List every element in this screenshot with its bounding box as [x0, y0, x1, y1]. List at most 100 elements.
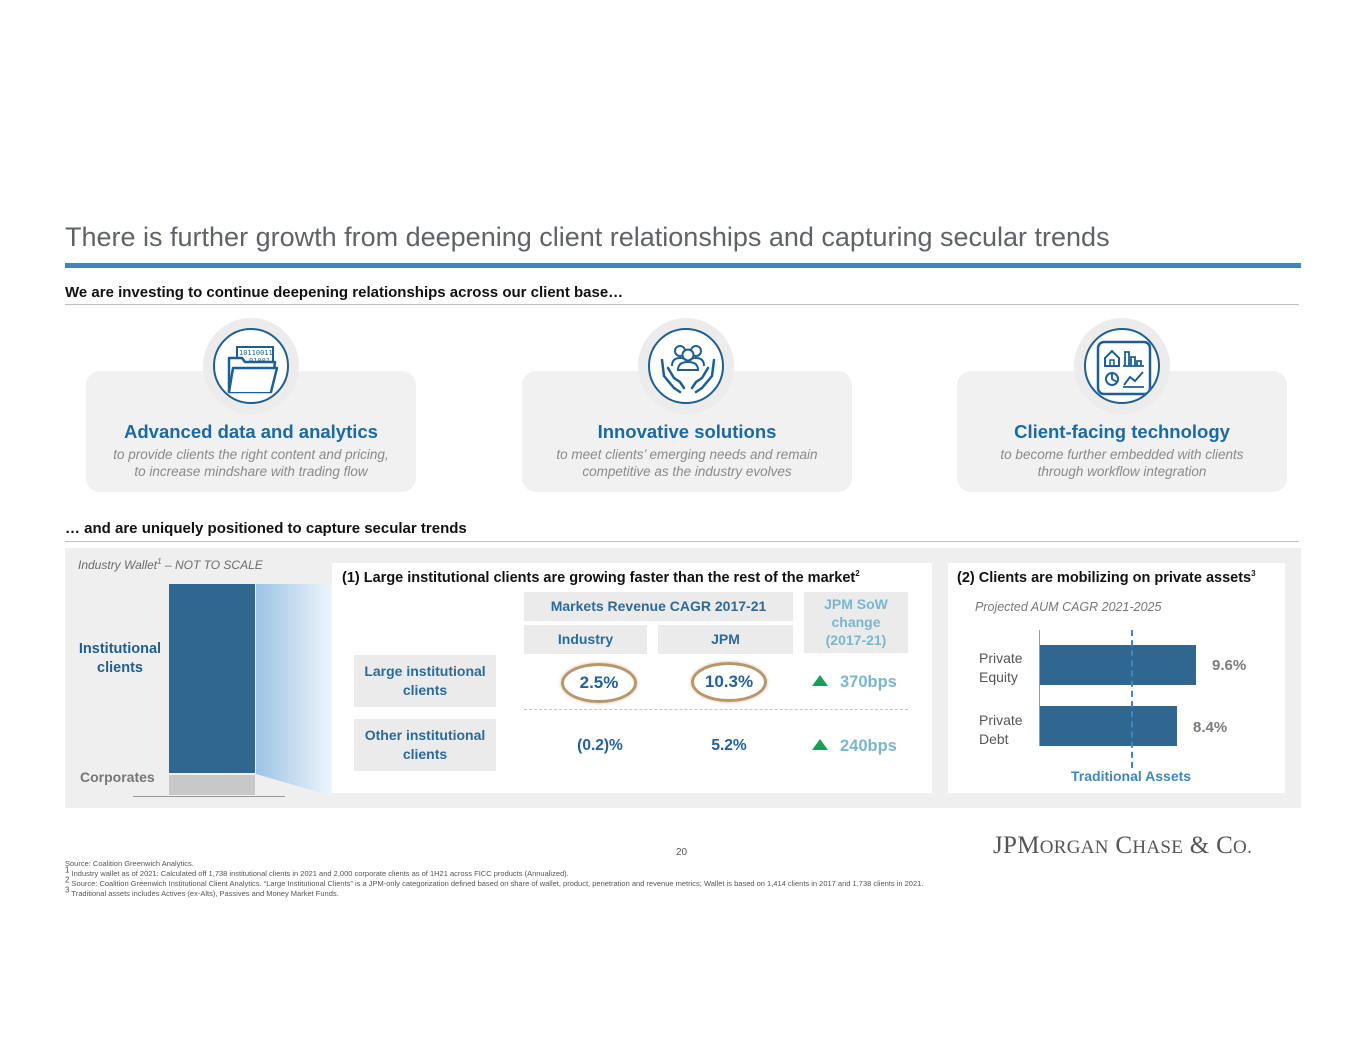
wallet-label-main: Industry Wallet [78, 558, 158, 572]
footnote-marker: 1 [65, 865, 70, 875]
value-large-sow: 370bps [840, 673, 897, 691]
bar-private-debt [1040, 706, 1177, 746]
card-title-innovative-solutions: Innovative solutions [597, 421, 777, 442]
pa-label-line: Private [979, 712, 1023, 728]
header-industry: Industry [524, 625, 647, 654]
pa-label-line: Equity [979, 669, 1018, 685]
page-number: 20 [676, 847, 688, 858]
section-divider [65, 541, 1299, 542]
private-assets-title-text: (2) Clients are mobilizing on private as… [957, 570, 1252, 586]
card-desc-line: to meet clients’ emerging needs and rema… [556, 447, 818, 462]
footnote-marker: 1 [157, 557, 162, 566]
header-jpm: JPM [658, 625, 793, 654]
industry-wallet-label: Industry Wallet1 – NOT TO SCALE [78, 557, 263, 573]
up-arrow-icon [812, 739, 828, 750]
label-private-debt: Private Debt [979, 711, 1023, 749]
footnote-text: Traditional assets includes Actives (ex-… [69, 889, 339, 898]
footnote-3: 3 Traditional assets includes Actives (e… [65, 885, 339, 898]
value-other-jpm: 5.2% [711, 737, 747, 754]
value-other-industry: (0.2)% [577, 737, 623, 754]
header-jpm-sow-change: JPM SoW change (2017-21) [804, 592, 908, 653]
binary-line-1: 10110011 [239, 349, 273, 357]
logo-part: M [1017, 832, 1040, 859]
sow-header-line: (2017-21) [825, 632, 887, 648]
data-folder-icon: 10110011 01001 [213, 328, 289, 404]
sow-header-line: change [831, 614, 881, 630]
logo-part: JP [993, 832, 1018, 859]
up-arrow-icon [812, 675, 828, 686]
corporates-wallet-bar [169, 775, 255, 795]
value-private-debt: 8.4% [1193, 719, 1228, 736]
highlight-oval [691, 662, 767, 702]
card-desc-line: to provide clients the right content and… [113, 447, 389, 462]
cagr-table-title: (1) Large institutional clients are grow… [342, 570, 860, 586]
private-assets-axis [1039, 630, 1040, 746]
value-other-sow: 240bps [840, 737, 897, 755]
row-label-line: clients [402, 682, 448, 698]
traditional-assets-label: Traditional Assets [1071, 768, 1192, 784]
footnote-marker: 2 [855, 569, 860, 579]
section-divider [65, 304, 1299, 305]
row-divider [524, 709, 908, 710]
sow-header-line: JPM SoW [824, 596, 888, 612]
institutional-wallet-bar [169, 584, 255, 773]
zoom-connector [256, 584, 332, 796]
card-desc-advanced-data: to provide clients the right content and… [86, 446, 416, 480]
wallet-label-rest: – NOT TO SCALE [161, 558, 263, 572]
pa-label-line: Private [979, 650, 1023, 666]
private-assets-title: (2) Clients are mobilizing on private as… [957, 570, 1256, 586]
footnote-marker: 3 [1251, 569, 1256, 579]
header-markets-revenue-cagr: Markets Revenue CAGR 2017-21 [524, 592, 793, 621]
traditional-assets-reference-line [1131, 630, 1133, 768]
footnote-1: 1 Industry wallet as of 2021: Calculated… [65, 865, 569, 878]
footnote-source: Source: Coalition Greenwich Analytics. [65, 859, 194, 868]
footnote-2: 2 Source: Coalition Greenwich Institutio… [65, 875, 924, 888]
icon-badge: 10110011 01001 [203, 318, 299, 414]
row-label-line: Other institutional [364, 727, 486, 743]
label-private-equity: Private Equity [979, 649, 1023, 687]
icon-badge [638, 318, 734, 414]
card-title-advanced-data: Advanced data and analytics [124, 421, 378, 442]
row-label-line: clients [402, 746, 448, 762]
row-label-large-institutional: Large institutional clients [354, 655, 496, 707]
wallet-baseline [133, 796, 285, 797]
footnote-marker: 3 [65, 885, 70, 895]
page-title: There is further growth from deepening c… [65, 222, 1110, 252]
bar-private-equity [1040, 645, 1196, 685]
card-desc-line: through workflow integration [1037, 464, 1207, 479]
footnote-text: Industry wallet as of 2021: Calculated o… [69, 869, 569, 878]
logo-part: ORGAN [1039, 837, 1109, 858]
card-desc-innovative-solutions: to meet clients’ emerging needs and rema… [522, 446, 852, 480]
footnote-marker: 2 [65, 875, 70, 885]
institutional-label-line: Institutional [78, 641, 162, 657]
projected-aum-subtitle: Projected AUM CAGR 2021-2025 [975, 600, 1162, 614]
value-large-jpm: 10.3% [704, 672, 754, 691]
value-large-industry: 2.5% [579, 673, 619, 692]
institutional-clients-label: Institutional clients [72, 640, 168, 678]
row-label-other-institutional: Other institutional clients [354, 719, 496, 771]
card-desc-line: to increase mindshare with trading flow [134, 464, 368, 479]
table-title-text: (1) Large institutional clients are grow… [342, 570, 856, 586]
logo-part: HASE [1132, 837, 1184, 858]
card-desc-line: to become further embedded with clients [1000, 447, 1244, 462]
dashboard-icon [1084, 328, 1160, 404]
logo-part: C [1216, 832, 1234, 859]
logo-part: & [1183, 832, 1217, 859]
footnote-text: Source: Coalition Greenwich Institutiona… [69, 879, 924, 888]
card-title-client-facing-technology: Client-facing technology [1014, 421, 1230, 442]
icon-badge [1074, 318, 1170, 414]
institutional-label-line: clients [97, 660, 143, 676]
hands-people-icon [648, 328, 724, 404]
section-heading-secular-trends: … and are uniquely positioned to capture… [65, 520, 467, 537]
logo-part: C [1115, 832, 1133, 859]
section-heading-investing: We are investing to continue deepening r… [65, 284, 624, 301]
logo-part: O. [1233, 837, 1253, 858]
pa-label-line: Debt [979, 731, 1009, 747]
row-label-line: Large institutional [364, 663, 486, 679]
value-private-equity: 9.6% [1212, 657, 1247, 674]
card-desc-line: competitive as the industry evolves [582, 464, 792, 479]
highlight-oval [561, 663, 637, 703]
card-desc-client-facing-technology: to become further embedded with clients … [957, 446, 1287, 480]
jpmorgan-chase-logo: JPMORGAN CHASE & CO. [993, 832, 1252, 860]
title-underline [65, 263, 1301, 268]
